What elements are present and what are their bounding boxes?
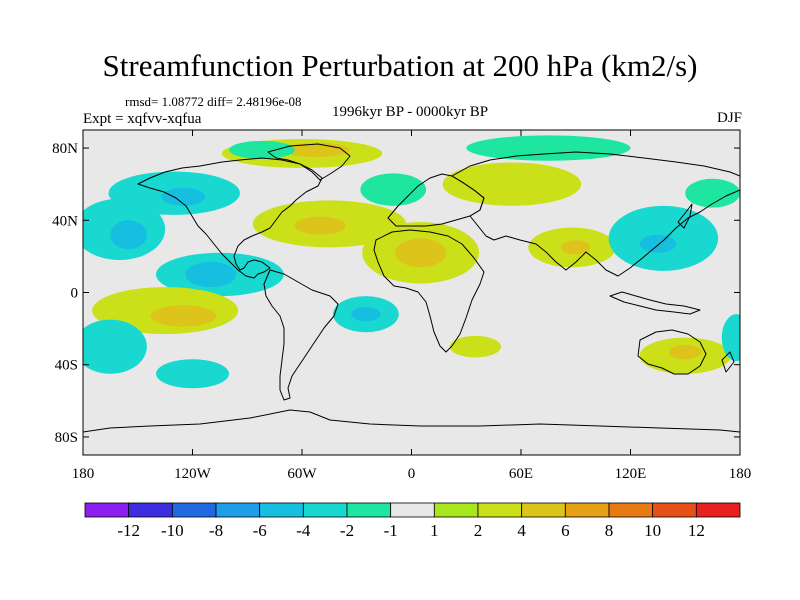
chart-title: Streamfunction Perturbation at 200 hPa (…	[102, 48, 698, 83]
colorbar-swatch	[259, 502, 304, 518]
x-tick-label: 60E	[509, 466, 533, 482]
colorbar-swatch	[346, 502, 392, 518]
colorbar-label: 1	[430, 521, 439, 540]
colorbar-swatch	[477, 502, 523, 518]
coast-south-america	[263, 269, 339, 401]
colorbar-swatch	[652, 502, 697, 518]
colorbar-label: -10	[161, 521, 184, 540]
colorbar-swatch	[302, 502, 348, 518]
colorbar-swatch	[521, 502, 566, 518]
y-tick-label: 40S	[55, 358, 78, 374]
colorbar-label: 2	[474, 521, 483, 540]
anomaly-region-india-core	[561, 240, 591, 255]
anomaly-region-southeast-pacific-negative	[156, 359, 229, 389]
anomaly-region-mideast-positive	[442, 162, 582, 206]
colorbar: -12 -10 -8 -6 -4 -2 -1 1 2 4 6 8 10 12	[84, 502, 741, 540]
anomaly-region-south-pacific-core	[150, 305, 217, 327]
colorbar-label: 12	[688, 521, 705, 540]
coast-north-america	[137, 157, 323, 279]
rmsd-diff-stats: rmsd= 1.08772 diff= 2.48196e-08	[125, 94, 302, 109]
y-tick-label: 80N	[52, 141, 78, 157]
colorbar-swatch	[564, 502, 610, 518]
anomaly-region-south-pacific-west-negative	[83, 319, 147, 374]
colorbar-label: -2	[340, 521, 354, 540]
x-tick-label: 180	[72, 466, 95, 482]
time-period-label: 1996kyr BP - 0000kyr BP	[331, 104, 489, 120]
anomaly-region-siberia-negative	[466, 135, 631, 161]
coast-antarctica	[83, 409, 740, 455]
colorbar-swatch	[84, 502, 130, 518]
colorbar-swatch	[695, 502, 741, 518]
anomaly-region-south-africa-positive	[449, 335, 501, 358]
anomaly-region-north-africa-core	[395, 238, 447, 268]
anomaly-region-south-atlantic-core	[351, 306, 381, 322]
anomaly-region-australia-core	[668, 344, 702, 360]
x-tick-label: 0	[408, 466, 416, 482]
season-label: DJF	[716, 110, 742, 126]
colorbar-label: 8	[605, 521, 614, 540]
anomaly-region-tropical-pacific-core	[185, 261, 237, 288]
coast-japan	[677, 203, 693, 229]
coastlines	[83, 143, 740, 455]
colorbar-swatch	[433, 502, 479, 518]
colorbar-label: -8	[209, 521, 223, 540]
anomaly-fill-layer	[83, 135, 740, 389]
anomaly-region-north-pacific-core	[161, 187, 206, 206]
colorbar-label: -12	[117, 521, 140, 540]
anomaly-region-east-asia-green	[685, 178, 740, 208]
x-tick-label: 120E	[615, 466, 647, 482]
colorbar-label: 10	[644, 521, 661, 540]
colorbar-label: -4	[296, 521, 311, 540]
coast-africa	[373, 229, 485, 353]
anomaly-region-southwest-pacific-negative	[721, 314, 740, 362]
colorbar-label: 4	[517, 521, 526, 540]
coast-asia	[451, 151, 740, 277]
colorbar-swatch	[608, 502, 654, 518]
y-tick-label: 40N	[52, 213, 78, 229]
y-tick-label: 0	[71, 286, 79, 302]
anomaly-region-east-asia-core	[639, 234, 677, 253]
y-axis-ticks: 80N 40N 0 40S 80S	[52, 141, 740, 446]
colorbar-swatch	[171, 502, 217, 518]
anomaly-region-subtropical-pacific-core	[110, 220, 147, 250]
x-axis-ticks: 180 120W 60W 0 60E 120E 180	[72, 130, 752, 482]
x-tick-label: 180	[729, 466, 752, 482]
colorbar-label: -6	[253, 521, 267, 540]
colorbar-swatch	[128, 502, 173, 518]
colorbar-swatch	[215, 502, 261, 518]
anomaly-region-europe-negative	[360, 173, 427, 206]
colorbar-label: 6	[561, 521, 570, 540]
anomaly-region-atlantic-positive-core	[294, 216, 346, 235]
anomaly-region-greenland-green	[229, 140, 295, 159]
coast-australia	[637, 329, 707, 375]
colorbar-swatch	[390, 502, 435, 518]
coast-new-zealand	[721, 351, 735, 373]
coast-greenland	[267, 143, 351, 181]
colorbar-label: -1	[384, 521, 398, 540]
coast-indonesia	[609, 291, 701, 315]
x-tick-label: 60W	[287, 466, 317, 482]
x-tick-label: 120W	[174, 466, 212, 482]
experiment-label: Expt = xqfvv-xqfua	[83, 111, 202, 127]
y-tick-label: 80S	[55, 430, 78, 446]
